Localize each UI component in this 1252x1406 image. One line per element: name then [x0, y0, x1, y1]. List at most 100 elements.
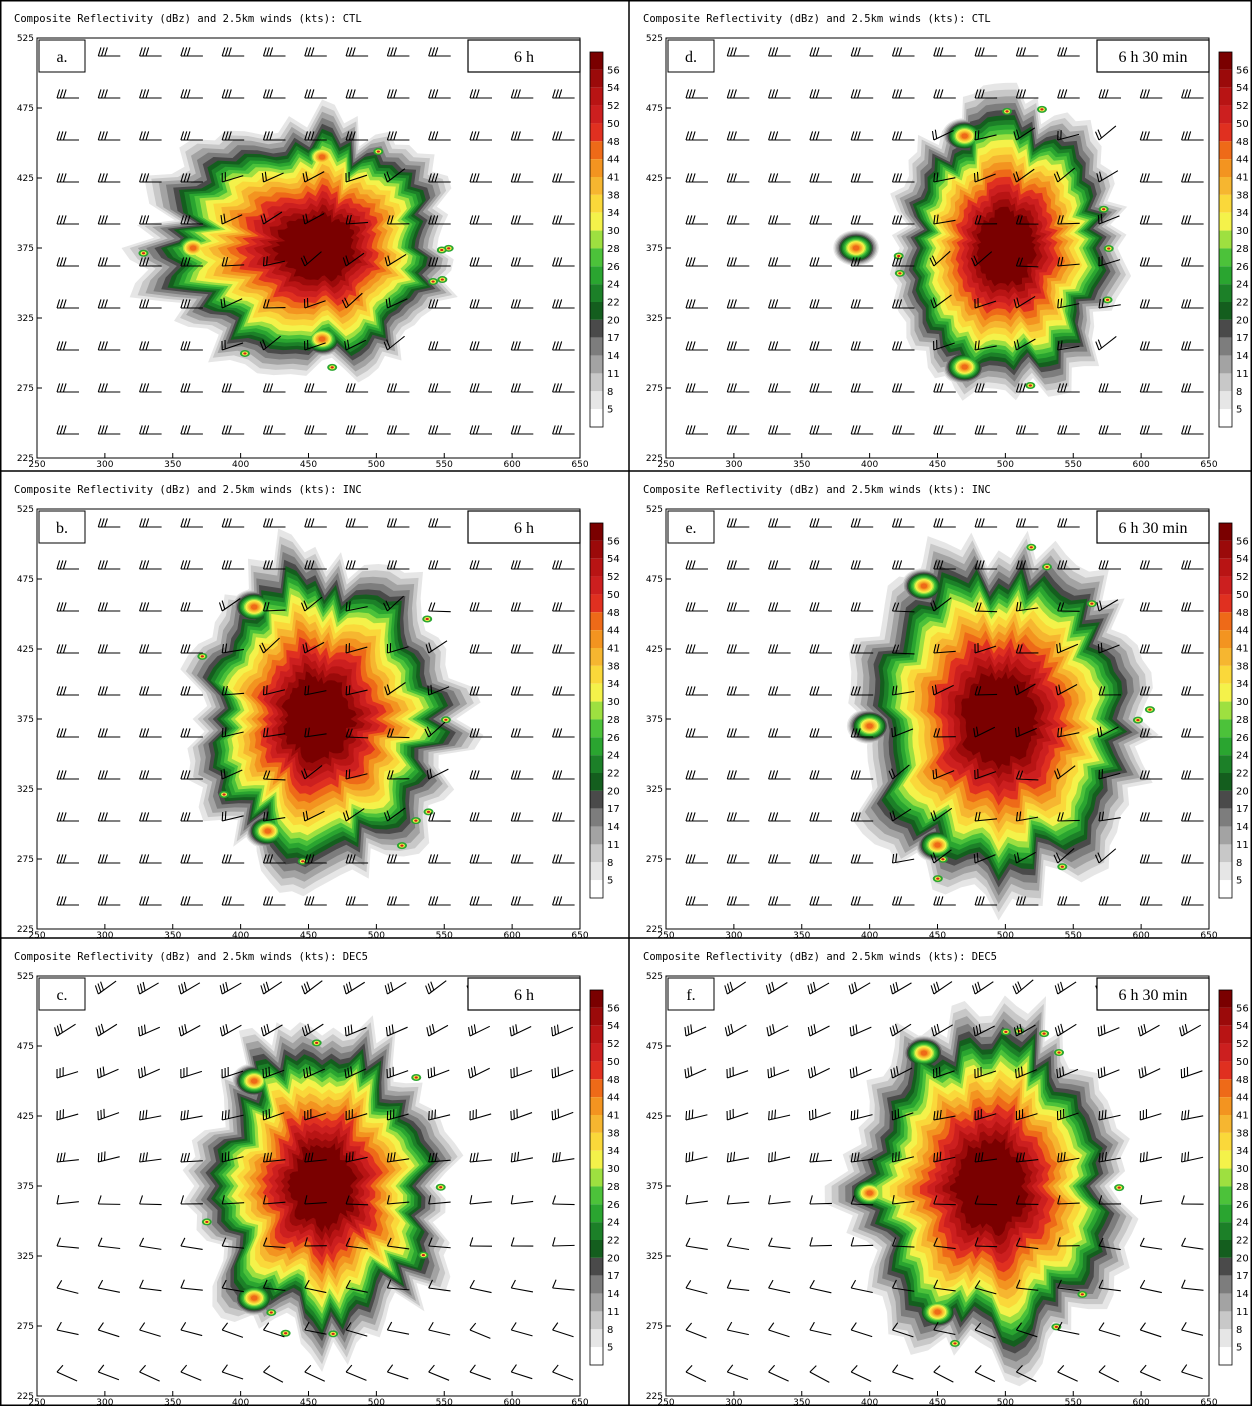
- wind-barb-flag: [431, 1110, 433, 1120]
- wind-barb-flag: [895, 1152, 897, 1162]
- colorbar-swatch: [1219, 1257, 1232, 1276]
- y-tick-label: 475: [646, 1042, 663, 1052]
- reflectivity-cell-b: [301, 860, 305, 863]
- y-tick-label: 225: [17, 1392, 34, 1402]
- colorbar-a: 56 54 52 50 48 44 41 38 34 30 28 26 24 22 20 17 14 11 8 5: [589, 51, 620, 428]
- x-tick-label: 650: [1200, 1398, 1217, 1406]
- time-label: 6 h 30 min: [1119, 987, 1188, 1004]
- colorbar-swatch: [590, 1115, 603, 1133]
- colorbar-swatch: [1219, 826, 1232, 845]
- wind-barb-flag: [1097, 643, 1100, 654]
- colorbar-swatch: [590, 826, 603, 845]
- panel-label: e.: [685, 520, 696, 537]
- colorbar-tick-label: 52: [1236, 1039, 1249, 1050]
- colorbar-swatch: [1219, 1240, 1232, 1258]
- panel-title: Composite Reflectivity (dBz) and 2.5km w…: [643, 951, 997, 963]
- wind-barb-flag: [262, 256, 265, 267]
- wind-barb-flag: [1142, 1152, 1145, 1162]
- y-tick-label: 375: [646, 715, 663, 725]
- colorbar-swatch: [1219, 1222, 1232, 1240]
- colorbar-tick-label: 52: [1236, 101, 1249, 112]
- colorbar-tick-label: 50: [1236, 590, 1249, 601]
- colorbar-swatch: [1219, 391, 1232, 410]
- colorbar-swatch: [1219, 665, 1232, 684]
- y-tick-label: 425: [17, 174, 34, 184]
- wind-barb-flag: [1100, 213, 1103, 223]
- y-tick-label: 525: [646, 505, 663, 515]
- colorbar-swatch: [1219, 648, 1232, 666]
- x-tick-label: 450: [300, 931, 317, 941]
- colorbar-swatch: [590, 87, 603, 106]
- y-tick-label: 525: [17, 972, 34, 982]
- y-tick-label: 275: [17, 384, 34, 394]
- colorbar-swatch: [590, 1061, 603, 1080]
- x-tick-label: 350: [793, 1398, 810, 1406]
- reflectivity-cell-e: [941, 858, 945, 861]
- colorbar-tick-label: 20: [607, 1253, 620, 1264]
- wind-barb-flag: [221, 811, 224, 822]
- y-tick-label: 375: [646, 1182, 663, 1192]
- y-tick-label: 225: [17, 925, 34, 935]
- wind-barb-flag: [768, 1110, 770, 1121]
- colorbar-tick-label: 14: [607, 1289, 620, 1300]
- colorbar-tick-label: 41: [607, 644, 620, 655]
- time-label: 6 h 30 min: [1119, 49, 1188, 66]
- y-tick-label: 325: [17, 785, 34, 795]
- x-tick-label: 350: [164, 1398, 181, 1406]
- reflectivity-cell-e: [1136, 719, 1140, 722]
- colorbar-tick-label: 28: [607, 715, 620, 726]
- wind-barb-flag: [768, 1152, 770, 1163]
- reflectivity-cell-d: [961, 133, 968, 139]
- reflectivity-cell-f: [1004, 1030, 1008, 1033]
- wind-barb-flag: [1187, 1151, 1190, 1161]
- colorbar-swatch: [590, 523, 603, 541]
- y-tick-label: 325: [646, 314, 663, 324]
- colorbar-swatch: [1219, 630, 1232, 648]
- x-tick-label: 350: [793, 931, 810, 941]
- reflectivity-cell-e: [1060, 865, 1064, 868]
- x-tick-label: 500: [997, 931, 1014, 941]
- colorbar-tick-label: 48: [1236, 1075, 1249, 1086]
- reflectivity-cell-f: [953, 1342, 957, 1345]
- y-tick-label: 275: [646, 1322, 663, 1332]
- x-tick-label: 650: [571, 460, 588, 470]
- colorbar-swatch: [590, 1025, 603, 1044]
- colorbar-swatch: [590, 1257, 603, 1276]
- colorbar-tick-label: 11: [607, 840, 620, 851]
- colorbar-swatch: [590, 594, 603, 613]
- x-tick-label: 550: [436, 460, 453, 470]
- colorbar-swatch: [1219, 87, 1232, 106]
- x-tick-label: 400: [861, 1398, 878, 1406]
- reflectivity-cell-d: [897, 254, 901, 258]
- colorbar-swatch: [590, 737, 603, 756]
- reflectivity-cell-c: [414, 1076, 418, 1079]
- colorbar-tick-label: 44: [607, 1093, 620, 1104]
- reflectivity-cell-e: [1148, 708, 1152, 711]
- colorbar-tick-label: 54: [607, 554, 620, 565]
- colorbar-swatch: [590, 558, 603, 577]
- y-tick-label: 325: [646, 785, 663, 795]
- plot-area-c: [37, 976, 580, 1396]
- reflectivity-cell-d: [1105, 298, 1110, 301]
- wind-barb-flag: [1100, 642, 1103, 652]
- reflectivity-cell-f: [1054, 1325, 1058, 1329]
- colorbar-tick-label: 28: [1236, 1182, 1249, 1193]
- x-tick-label: 300: [96, 931, 113, 941]
- reflectivity-cell-d: [961, 364, 968, 370]
- colorbar-tick-label: 44: [1236, 1093, 1249, 1104]
- x-tick-label: 550: [1065, 931, 1082, 941]
- colorbar-swatch: [1219, 52, 1232, 70]
- colorbar-swatch: [1219, 880, 1232, 898]
- reflectivity-cell-a: [189, 245, 197, 251]
- x-tick-label: 450: [300, 1398, 317, 1406]
- colorbar-tick-label: 44: [1236, 155, 1249, 166]
- colorbar-swatch: [590, 880, 603, 898]
- colorbar-swatch: [1219, 1115, 1232, 1133]
- colorbar-swatch: [1219, 1025, 1232, 1044]
- colorbar-swatch: [590, 355, 603, 374]
- colorbar-tick-label: 48: [607, 1075, 620, 1086]
- colorbar-swatch: [590, 648, 603, 666]
- y-tick-label: 425: [17, 645, 34, 655]
- colorbar-tick-label: 17: [607, 333, 620, 344]
